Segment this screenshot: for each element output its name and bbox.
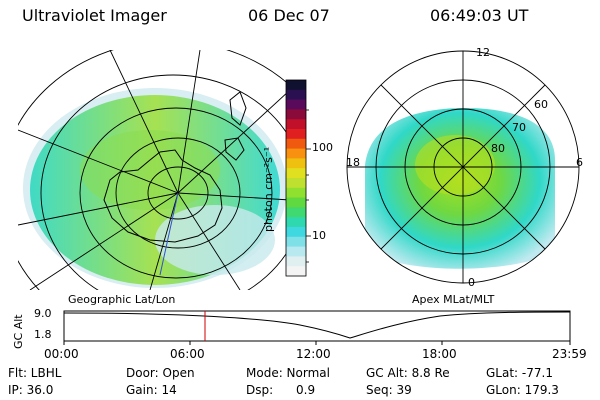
colorbar-segment	[286, 148, 306, 159]
gc-altitude-curve	[63, 311, 571, 339]
colorbar-tick-10: 10	[312, 229, 326, 242]
apex-caption: Apex MLat/MLT	[412, 293, 495, 306]
colorbar-segment	[286, 178, 306, 189]
colorbar-segment	[286, 109, 306, 120]
mlt-label-6: 6	[576, 156, 583, 169]
colorbar-segment	[286, 256, 306, 267]
info-mode: Mode: Normal	[246, 366, 330, 380]
observation-date: 06 Dec 07	[248, 6, 330, 25]
gc-ytick-low: 1.8	[34, 328, 52, 341]
mlat-label-70: 70	[512, 121, 526, 134]
info-dsp: Dsp: 0.9	[246, 383, 316, 397]
mlt-label-18: 18	[346, 156, 360, 169]
colorbar-segment	[286, 187, 306, 199]
mlt-label-12: 12	[476, 46, 490, 59]
instrument-title: Ultraviolet Imager	[22, 6, 167, 25]
gc-xtick-0600: 06:00	[170, 347, 205, 361]
continent-outline	[103, 149, 223, 243]
info-gc-alt: GC Alt: 8.8 Re	[366, 366, 450, 380]
geographic-caption: Geographic Lat/Lon	[68, 293, 176, 306]
colorbar-segment	[286, 89, 306, 101]
mlt-label-0: 0	[468, 276, 475, 289]
apex-map	[365, 108, 555, 269]
gc-plot-frame	[63, 310, 571, 342]
colorbar-segment	[286, 168, 306, 179]
gc-xtick-1200: 12:00	[296, 347, 331, 361]
observation-time: 06:49:03 UT	[430, 6, 529, 25]
colorbar-unit-label: photon cm⁻²s⁻¹	[262, 146, 275, 232]
info-glon: GLon: 179.3	[486, 383, 559, 397]
info-filter: Flt: LBHL	[8, 366, 62, 380]
colorbar-segment	[286, 138, 306, 150]
colorbar-segment	[286, 227, 306, 238]
colorbar-segment	[286, 129, 306, 140]
geo-meridians	[18, 50, 288, 290]
colorbar-segment	[286, 266, 306, 277]
colorbar-segment	[286, 158, 306, 169]
colorbar-segment	[286, 236, 306, 248]
gc-axis-label: GC Alt	[12, 314, 25, 349]
geographic-map	[18, 50, 288, 290]
colorbar-segment	[286, 197, 306, 208]
info-gain: Gain: 14	[126, 383, 177, 397]
apex-grid	[346, 50, 580, 284]
colorbar-segment	[286, 246, 306, 257]
colorbar-segment	[286, 80, 306, 91]
gc-ytick-high: 9.0	[34, 307, 52, 320]
colorbar-tick-100: 100	[312, 141, 333, 154]
info-seq: Seq: 39	[366, 383, 412, 397]
colorbar-segment	[286, 217, 306, 228]
mlat-label-80: 80	[491, 142, 505, 155]
info-ip: IP: 36.0	[8, 383, 54, 397]
colorbar-segment	[286, 99, 306, 110]
colorbar-segment	[286, 207, 306, 218]
info-glat: GLat: -77.1	[486, 366, 553, 380]
colorbar	[286, 80, 306, 277]
gc-xtick-2359: 23:59	[552, 347, 587, 361]
gc-xtick-0000: 00:00	[44, 347, 79, 361]
colorbar-segment	[286, 119, 306, 130]
mlat-label-60: 60	[534, 98, 548, 111]
info-door: Door: Open	[126, 366, 195, 380]
geo-lat-circles	[18, 50, 288, 290]
gc-xtick-1800: 18:00	[422, 347, 457, 361]
